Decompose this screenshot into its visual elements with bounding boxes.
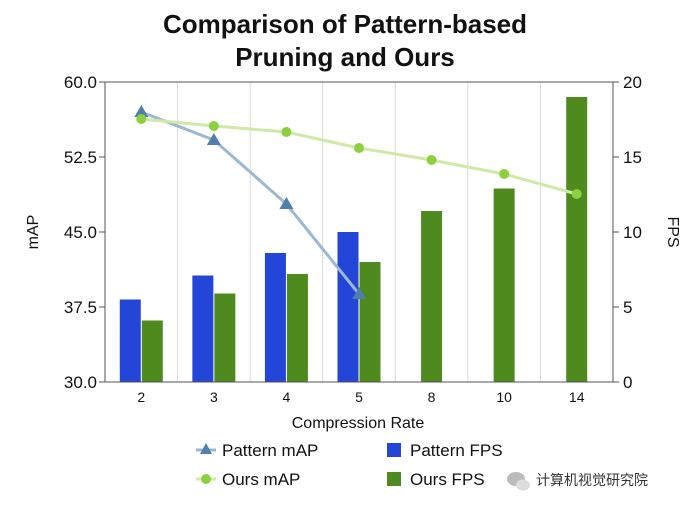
point-ours-map: [281, 127, 292, 137]
y-right-tick-label: 10: [623, 223, 642, 242]
legend-label: Pattern mAP: [222, 441, 318, 460]
x-tick-label: 8: [428, 389, 436, 405]
legend-label: Ours FPS: [410, 470, 485, 489]
y-left-tick-label: 37.5: [64, 298, 97, 317]
watermark: 计算机视觉研究院: [507, 472, 648, 491]
bar-ours-fps: [359, 262, 381, 382]
legend-item-ours-fps: Ours FPS: [387, 470, 485, 489]
point-pattern-map: [206, 133, 221, 145]
legend-item-pattern-map: Pattern mAP: [196, 441, 318, 460]
line-pattern-map: [140, 110, 361, 295]
lines: [134, 105, 582, 299]
y-right-axis-label: FPS: [664, 216, 681, 247]
watermark-text: 计算机视觉研究院: [536, 472, 648, 488]
legend-label: Ours mAP: [222, 470, 300, 489]
bars: [119, 97, 588, 382]
chart-title-line: Pruning and Ours: [235, 42, 455, 72]
bar-pattern-fps: [337, 232, 359, 382]
legend-marker: [201, 474, 211, 484]
grid: [177, 82, 541, 382]
legend-item-ours-map: Ours mAP: [196, 470, 300, 489]
x-tick-label: 10: [496, 389, 512, 405]
y-right-tick-label: 20: [623, 73, 642, 92]
point-ours-map: [571, 189, 582, 199]
point-ours-map: [426, 155, 437, 165]
legend-swatch: [387, 443, 401, 457]
legend: Pattern mAP Pattern FPS Ours mAP Ours FPS: [196, 441, 503, 489]
bar-ours-fps: [566, 97, 588, 382]
chart-title-line: Comparison of Pattern-based: [163, 9, 527, 39]
legend-marker: [200, 443, 212, 454]
bar-ours-fps: [286, 274, 308, 382]
bar-ours-fps: [493, 188, 515, 382]
legend-swatch: [387, 472, 401, 486]
point-pattern-map: [352, 287, 366, 299]
bar-ours-fps: [141, 320, 163, 382]
point-pattern-map: [134, 105, 149, 117]
bar-pattern-fps: [264, 253, 286, 382]
y-left-tick-label: 30.0: [64, 373, 97, 392]
y-right-tick-label: 15: [623, 148, 642, 167]
y-left-axis-label: mAP: [25, 215, 42, 250]
x-axis-label: Compression Rate: [292, 415, 425, 432]
bar-pattern-fps: [119, 299, 141, 382]
line-ours-map: [141, 117, 578, 196]
point-ours-map: [136, 114, 147, 124]
legend-label: Pattern FPS: [410, 441, 503, 460]
x-tick-label: 2: [137, 389, 145, 405]
y-left-tick-label: 45.0: [64, 223, 97, 242]
point-ours-map: [499, 169, 510, 179]
wechat-icon: [507, 472, 530, 491]
bar-ours-fps: [421, 211, 443, 382]
legend-item-pattern-fps: Pattern FPS: [387, 441, 503, 460]
y-right-tick-label: 5: [623, 298, 632, 317]
x-tick-label: 3: [210, 389, 218, 405]
bar-ours-fps: [214, 293, 236, 382]
point-ours-map: [354, 143, 364, 153]
x-tick-label: 14: [569, 389, 585, 405]
point-pattern-map: [279, 197, 294, 209]
point-ours-map: [208, 121, 219, 131]
x-tick-label: 5: [355, 389, 363, 405]
y-left-tick-label: 52.5: [64, 148, 97, 167]
bar-pattern-fps: [192, 275, 214, 382]
x-tick-label: 4: [283, 389, 291, 405]
axes: 30.0 37.5 45.0 52.5 60.0 0 5 10 15 20 2 3 4 5 8 10 14 Com…: [25, 73, 681, 432]
y-left-tick-label: 60.0: [64, 73, 97, 92]
y-right-tick-label: 0: [623, 373, 632, 392]
